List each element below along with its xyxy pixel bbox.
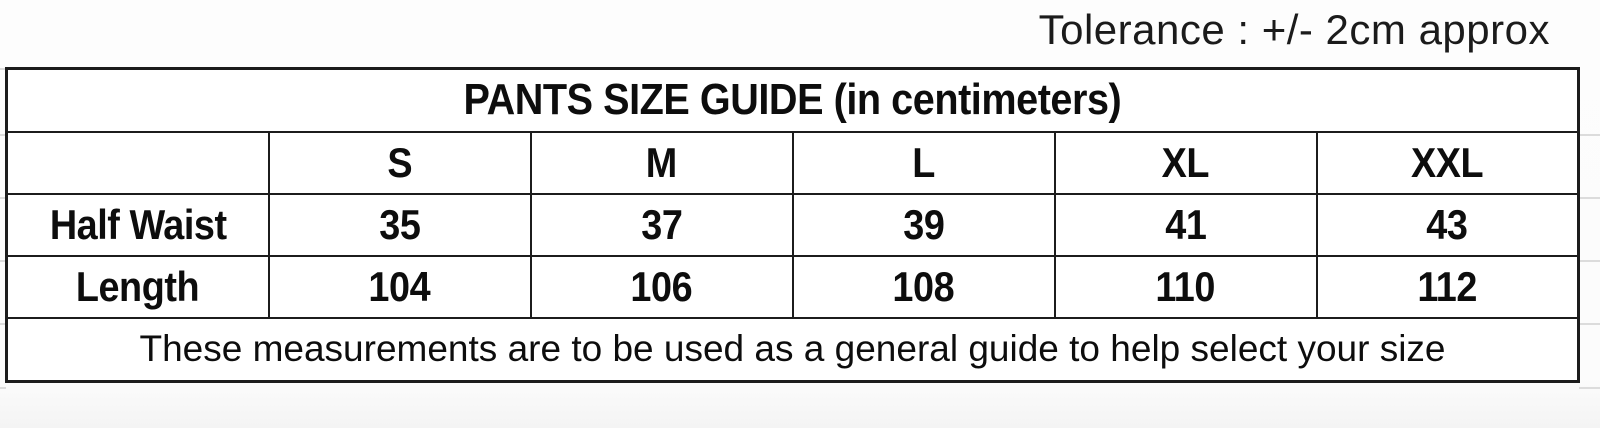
size-column-header-m: M — [529, 130, 794, 195]
gridline-stub — [0, 260, 6, 262]
length-value-m: 106 — [529, 254, 794, 319]
half-waist-value-l: 39 — [791, 192, 1056, 257]
gridline-stub — [1579, 260, 1600, 262]
half-waist-row: Half Waist 35 37 39 41 43 — [5, 192, 1580, 257]
footer-note: These measurements are to be used as a g… — [5, 316, 1580, 383]
row-label-length: Length — [5, 254, 270, 319]
length-value-s: 104 — [267, 254, 532, 319]
half-waist-value-xl: 41 — [1053, 192, 1318, 257]
tolerance-note: Tolerance : +/- 2cm approx — [1038, 6, 1550, 53]
gridline-stub — [0, 68, 6, 70]
pants-size-guide-table: PANTS SIZE GUIDE (in centimeters) S M L … — [5, 67, 1580, 383]
gridline-stub — [1579, 134, 1600, 136]
gridline-stub — [0, 197, 6, 199]
gridline-stub — [0, 387, 6, 389]
length-value-xxl: 112 — [1315, 254, 1580, 319]
gridline-stub — [1579, 323, 1600, 325]
size-column-header-l: L — [791, 130, 1056, 195]
table-title: PANTS SIZE GUIDE (in centimeters) — [5, 67, 1580, 133]
row-label-half-waist: Half Waist — [5, 192, 270, 257]
size-column-header-xl: XL — [1053, 130, 1318, 195]
gridline-stub — [1579, 197, 1600, 199]
footer-note-row: These measurements are to be used as a g… — [5, 316, 1580, 383]
size-header-row: S M L XL XXL — [5, 130, 1580, 195]
half-waist-value-xxl: 43 — [1315, 192, 1580, 257]
table-title-row: PANTS SIZE GUIDE (in centimeters) — [5, 67, 1580, 133]
corner-cell — [5, 130, 270, 195]
size-column-header-s: S — [267, 130, 532, 195]
length-row: Length 104 106 108 110 112 — [5, 254, 1580, 319]
length-value-xl: 110 — [1053, 254, 1318, 319]
gridline-stub — [1579, 387, 1600, 389]
gridline-stub — [0, 134, 6, 136]
half-waist-value-m: 37 — [529, 192, 794, 257]
table-title-text: PANTS SIZE GUIDE (in centimeters) — [463, 75, 1122, 125]
length-value-l: 108 — [791, 254, 1056, 319]
half-waist-value-s: 35 — [267, 192, 532, 257]
gridline-stub — [0, 323, 6, 325]
size-column-header-xxl: XXL — [1315, 130, 1580, 195]
